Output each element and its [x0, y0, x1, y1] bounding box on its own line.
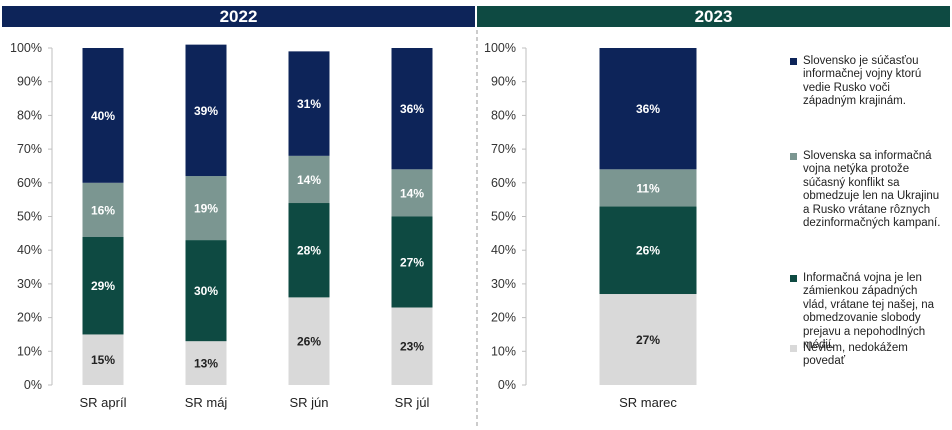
- bar-segment: [185, 341, 227, 385]
- y-tick-label: 20%: [17, 311, 42, 325]
- bar-segment: [288, 155, 330, 204]
- bar-segment: [599, 48, 697, 170]
- data-label: 36%: [636, 102, 660, 116]
- y-tick-label: 0%: [498, 378, 516, 392]
- y-tick-label: 80%: [491, 108, 516, 122]
- data-label: 14%: [400, 186, 424, 200]
- data-label: 27%: [636, 333, 660, 347]
- bar-segment: [599, 294, 697, 385]
- legend-swatch: [790, 275, 797, 282]
- category-label: SR máj: [185, 395, 228, 410]
- data-label: 30%: [194, 284, 218, 298]
- bar-segment: [391, 169, 433, 217]
- bar-segment: [82, 48, 124, 183]
- y-tick-label: 80%: [17, 108, 42, 122]
- data-label: 26%: [636, 244, 660, 258]
- bar-segment: [185, 176, 227, 241]
- data-label: 26%: [297, 335, 321, 349]
- y-tick-label: 100%: [10, 41, 42, 55]
- bar-segment: [288, 203, 330, 298]
- y-tick-label: 70%: [491, 142, 516, 156]
- y-tick-label: 50%: [17, 210, 42, 224]
- year-banner-2023: 2023: [477, 6, 950, 27]
- data-label: 36%: [400, 102, 424, 116]
- y-tick-label: 20%: [491, 311, 516, 325]
- y-tick-label: 50%: [491, 210, 516, 224]
- legend-label: Neviem, nedokážem povedať: [803, 342, 908, 368]
- legend-swatch: [790, 58, 797, 65]
- data-label: 31%: [297, 97, 321, 111]
- data-label: 14%: [297, 173, 321, 187]
- bar-segment: [391, 48, 433, 170]
- category-label: SR marec: [619, 395, 677, 410]
- bar-segment: [288, 51, 330, 156]
- data-label: 23%: [400, 340, 424, 354]
- bar-segment: [599, 206, 697, 295]
- data-label: 13%: [194, 357, 218, 371]
- y-tick-label: 60%: [491, 176, 516, 190]
- bar-segment: [288, 297, 330, 385]
- y-tick-label: 90%: [491, 75, 516, 89]
- legend-label: Slovenska sa informačná vojna netýka pro…: [803, 150, 941, 230]
- bar-segment: [185, 240, 227, 342]
- data-label: 29%: [91, 279, 115, 293]
- data-label: 11%: [636, 181, 660, 195]
- y-tick-label: 60%: [17, 176, 42, 190]
- data-label: 16%: [91, 203, 115, 217]
- y-tick-label: 40%: [17, 243, 42, 257]
- data-label: 28%: [297, 244, 321, 258]
- data-label: 19%: [194, 202, 218, 216]
- y-tick-label: 30%: [491, 277, 516, 291]
- legend-label: Slovensko je súčasťou informačnej vojny …: [803, 55, 922, 108]
- data-label: 40%: [91, 109, 115, 123]
- legend-swatch: [790, 153, 797, 160]
- bar-segment: [82, 236, 124, 335]
- y-tick-label: 40%: [491, 243, 516, 257]
- year-banner-2022: 2022: [2, 6, 475, 27]
- category-label: SR jún: [289, 395, 328, 410]
- y-tick-label: 0%: [24, 378, 42, 392]
- y-tick-label: 10%: [17, 344, 42, 358]
- data-label: 39%: [194, 104, 218, 118]
- legend-label: Informačná vojna je len zámienkou západn…: [803, 272, 935, 352]
- y-tick-label: 70%: [17, 142, 42, 156]
- bar-segment: [82, 182, 124, 237]
- category-label: SR júl: [395, 395, 430, 410]
- y-tick-label: 100%: [484, 41, 516, 55]
- bar-segment: [185, 44, 227, 177]
- data-label: 15%: [91, 353, 115, 367]
- bar-segment: [599, 169, 697, 207]
- bar-segment: [391, 307, 433, 385]
- bar-segment: [82, 334, 124, 385]
- legend-swatch: [790, 345, 797, 352]
- bar-segment: [391, 216, 433, 308]
- data-label: 27%: [400, 255, 424, 269]
- y-tick-label: 30%: [17, 277, 42, 291]
- y-tick-label: 10%: [491, 344, 516, 358]
- category-label: SR apríl: [80, 395, 127, 410]
- y-tick-label: 90%: [17, 75, 42, 89]
